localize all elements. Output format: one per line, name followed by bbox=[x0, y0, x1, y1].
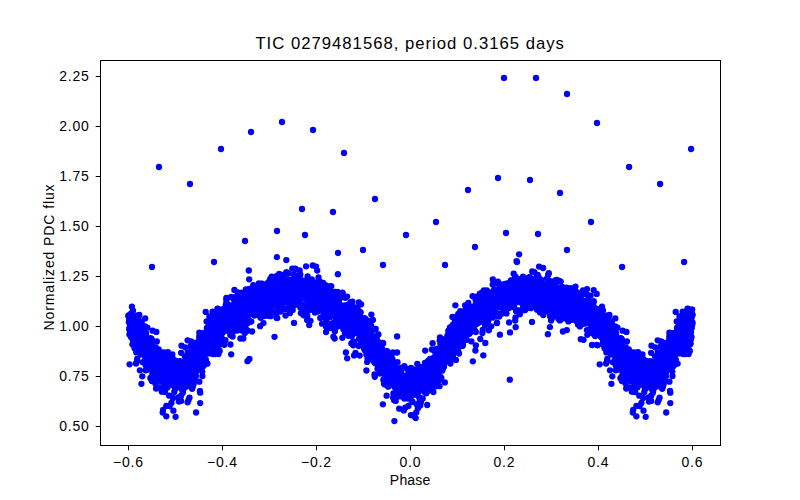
svg-text:0.75: 0.75 bbox=[59, 368, 89, 384]
svg-text:0.0: 0.0 bbox=[399, 454, 421, 470]
svg-text:Normalized PDC flux: Normalized PDC flux bbox=[41, 183, 57, 330]
svg-text:−0.2: −0.2 bbox=[301, 454, 332, 470]
svg-text:TIC 0279481568, period 0.3165: TIC 0279481568, period 0.3165 days bbox=[255, 34, 565, 53]
svg-text:−0.6: −0.6 bbox=[113, 454, 144, 470]
svg-text:1.50: 1.50 bbox=[59, 218, 89, 234]
svg-text:2.25: 2.25 bbox=[59, 68, 89, 84]
svg-text:Phase: Phase bbox=[390, 472, 431, 488]
svg-text:0.6: 0.6 bbox=[681, 454, 703, 470]
svg-text:1.00: 1.00 bbox=[59, 318, 89, 334]
svg-text:0.2: 0.2 bbox=[493, 454, 515, 470]
svg-text:0.4: 0.4 bbox=[587, 454, 609, 470]
svg-text:2.00: 2.00 bbox=[59, 118, 89, 134]
svg-text:−0.4: −0.4 bbox=[207, 454, 238, 470]
svg-text:0.50: 0.50 bbox=[59, 418, 89, 434]
svg-text:1.25: 1.25 bbox=[59, 268, 89, 284]
svg-text:1.75: 1.75 bbox=[59, 168, 89, 184]
